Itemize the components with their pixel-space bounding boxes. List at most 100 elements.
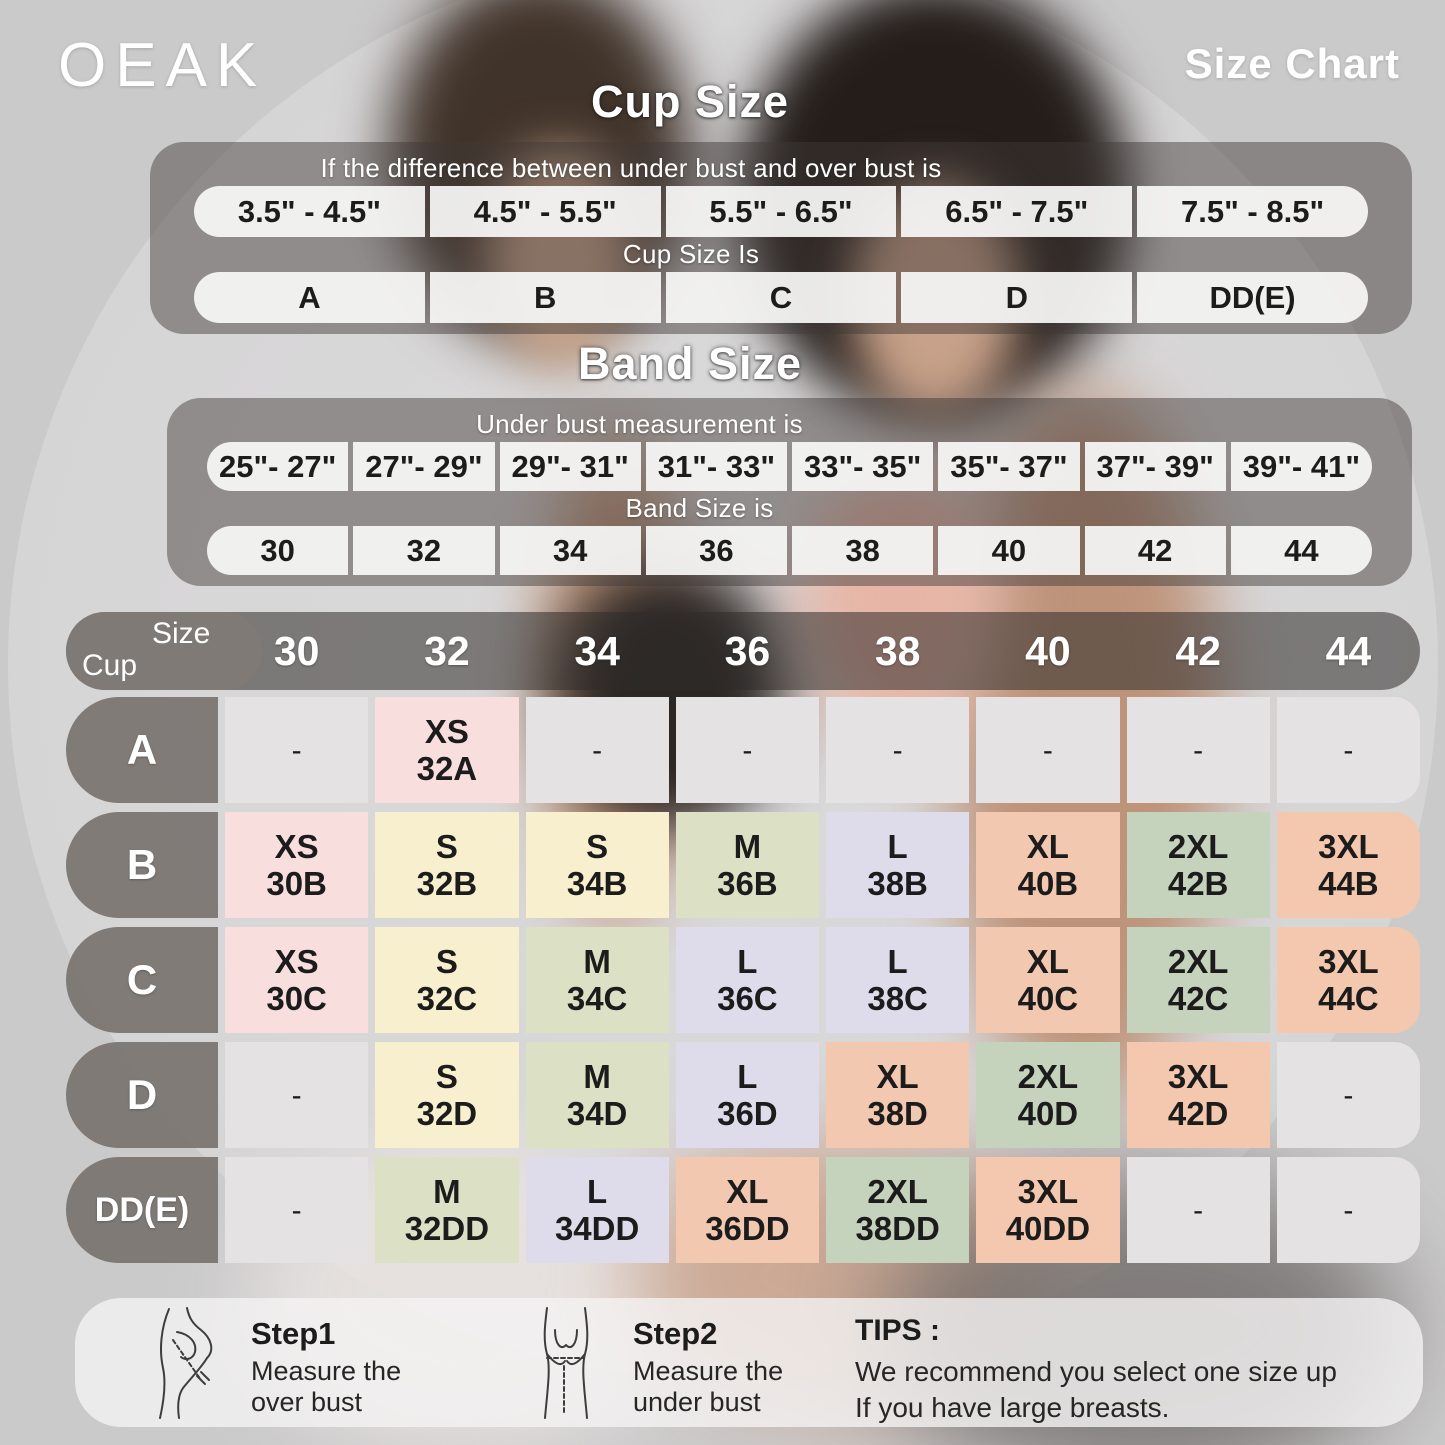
background-pink-top bbox=[800, 470, 1000, 740]
band-number-row: 30 32 34 36 38 40 42 44 bbox=[207, 526, 1372, 575]
matrix-cell: S 32D bbox=[375, 1042, 519, 1148]
matrix-cell: XL 40C bbox=[976, 927, 1120, 1033]
matrix-header-row: Size Cup 30 32 34 36 38 40 42 44 bbox=[66, 612, 1420, 690]
band-result-header: Band Size is bbox=[625, 493, 774, 523]
band-number-cell: 44 bbox=[1230, 526, 1372, 575]
matrix-cell: 2XL 42C bbox=[1126, 927, 1270, 1033]
matrix-cell: - bbox=[1276, 1042, 1420, 1148]
matrix-row-label: DD(E) bbox=[66, 1157, 218, 1263]
matrix-column-header: 44 bbox=[1325, 627, 1372, 674]
matrix-column-header: 36 bbox=[724, 627, 771, 674]
matrix-cell: XL 40B bbox=[976, 812, 1120, 918]
matrix-cell: L 38B bbox=[826, 812, 970, 918]
tips-line-2: If you have large breasts. bbox=[855, 1392, 1170, 1423]
matrix-cell: M 36B bbox=[675, 812, 819, 918]
step1-description: Measure the over bust bbox=[251, 1356, 402, 1417]
brand-logo: OEAK bbox=[58, 31, 267, 100]
band-number-cell: 36 bbox=[645, 526, 787, 575]
band-number-cell: 42 bbox=[1084, 526, 1226, 575]
matrix-row-label: A bbox=[66, 697, 218, 803]
cup-result-header: Cup Size Is bbox=[622, 239, 760, 269]
cup-letter-cell: DD(E) bbox=[1137, 272, 1368, 323]
matrix-cell: - bbox=[826, 697, 970, 803]
band-number-cell: 32 bbox=[353, 526, 495, 575]
cup-range-cell: 4.5" - 5.5" bbox=[429, 186, 661, 237]
matrix-cell: XS 30B bbox=[225, 812, 369, 918]
band-range-cell: 27"- 29" bbox=[353, 442, 495, 491]
matrix-cell: 2XL 40D bbox=[976, 1042, 1120, 1148]
step1-title: Step1 bbox=[251, 1316, 336, 1351]
cup-condition-header: If the difference between under bust and… bbox=[320, 153, 942, 183]
matrix-cell: 2XL 38DD bbox=[826, 1157, 970, 1263]
band-condition-header: Under bust measurement is bbox=[476, 409, 803, 439]
corner-size-label: Size bbox=[152, 617, 211, 650]
matrix-column-header: 32 bbox=[424, 627, 470, 674]
matrix-cell: S 32C bbox=[375, 927, 519, 1033]
matrix-cell: - bbox=[225, 697, 369, 803]
matrix-cell: 2XL 42B bbox=[1126, 812, 1270, 918]
matrix-row-label: B bbox=[66, 812, 218, 918]
band-range-row: 25"- 27" 27"- 29" 29"- 31" 31"- 33" 33"-… bbox=[207, 442, 1372, 491]
matrix-cell: L 38C bbox=[826, 927, 970, 1033]
matrix-cell: - bbox=[1126, 1157, 1270, 1263]
matrix-cell: - bbox=[1126, 697, 1270, 803]
cup-range-cell: 5.5" - 6.5" bbox=[665, 186, 897, 237]
matrix-cell: L 34DD bbox=[525, 1157, 669, 1263]
step2-description: Measure the under bust bbox=[633, 1356, 784, 1417]
band-size-table: Under bust measurement is 25"- 27" 27"- … bbox=[167, 398, 1412, 586]
matrix-body: A - XS 32A - - - - - - B XS 30B S 32B S 34B … bbox=[66, 697, 1420, 1263]
band-number-cell: 38 bbox=[792, 526, 934, 575]
matrix-row: DD(E) - M 32DD L 34DD XL 36DD 2XL 38DD 3XL 40… bbox=[66, 1157, 1420, 1263]
measure-under-bust-icon bbox=[543, 1307, 589, 1419]
cup-range-cell: 7.5" - 8.5" bbox=[1137, 186, 1368, 237]
matrix-cell: 3XL 44C bbox=[1276, 927, 1420, 1033]
matrix-column-header: 34 bbox=[574, 627, 620, 674]
cup-letter-cell: C bbox=[665, 272, 897, 323]
matrix-cell: - bbox=[225, 1157, 369, 1263]
cup-size-heading: Cup Size bbox=[590, 76, 790, 127]
band-number-cell: 34 bbox=[499, 526, 641, 575]
matrix-cell: XL 36DD bbox=[675, 1157, 819, 1263]
tips-line-1: We recommend you select one size up bbox=[855, 1356, 1337, 1387]
matrix-cell: - bbox=[1276, 697, 1420, 803]
matrix-row-label: C bbox=[66, 927, 218, 1033]
matrix-row: A - XS 32A - - - - - - bbox=[66, 697, 1420, 803]
cup-letter-cell: B bbox=[429, 272, 661, 323]
matrix-cell: - bbox=[225, 1042, 369, 1148]
matrix-cell: - bbox=[675, 697, 819, 803]
matrix-row: D - S 32D M 34D L 36D XL 38D 2XL 40D 3XL 42D - bbox=[66, 1042, 1420, 1148]
matrix-cell: L 36C bbox=[675, 927, 819, 1033]
band-range-cell: 31"- 33" bbox=[645, 442, 787, 491]
cup-range-cell: 3.5" - 4.5" bbox=[194, 186, 425, 237]
matrix-column-header: 42 bbox=[1175, 627, 1221, 674]
measure-over-bust-icon bbox=[159, 1307, 213, 1419]
matrix-cell: M 34C bbox=[525, 927, 669, 1033]
band-range-cell: 25"- 27" bbox=[207, 442, 349, 491]
matrix-cell: M 34D bbox=[525, 1042, 669, 1148]
cup-size-table: If the difference between under bust and… bbox=[150, 142, 1412, 334]
matrix-cell: XS 32A bbox=[375, 697, 519, 803]
matrix-cell: S 34B bbox=[525, 812, 669, 918]
cup-letter-cell: A bbox=[194, 272, 425, 323]
matrix-cell: - bbox=[976, 697, 1120, 803]
matrix-cell: - bbox=[525, 697, 669, 803]
matrix-cell: - bbox=[1276, 1157, 1420, 1263]
matrix-cell: 3XL 40DD bbox=[976, 1157, 1120, 1263]
cup-letter-cell: D bbox=[901, 272, 1133, 323]
matrix-column-header: 38 bbox=[874, 627, 921, 674]
cup-letter-row: A B C D DD(E) bbox=[194, 272, 1368, 323]
cup-range-row: 3.5" - 4.5" 4.5" - 5.5" 5.5" - 6.5" 6.5"… bbox=[194, 186, 1368, 237]
cup-range-cell: 6.5" - 7.5" bbox=[901, 186, 1133, 237]
matrix-column-header: 40 bbox=[1025, 627, 1071, 674]
matrix-row: C XS 30C S 32C M 34C L 36C L 38C XL 40C 2XL 42C… bbox=[66, 927, 1420, 1033]
matrix-corner-cell: Size Cup bbox=[66, 612, 262, 690]
page-title: Size Chart bbox=[1184, 40, 1400, 87]
matrix-cell: XS 30C bbox=[225, 927, 369, 1033]
matrix-cell: 3XL 42D bbox=[1126, 1042, 1270, 1148]
band-range-cell: 29"- 31" bbox=[499, 442, 641, 491]
band-number-cell: 40 bbox=[938, 526, 1080, 575]
corner-cup-label: Cup bbox=[82, 649, 138, 682]
matrix-cell: L 36D bbox=[675, 1042, 819, 1148]
band-range-cell: 33"- 35" bbox=[792, 442, 934, 491]
